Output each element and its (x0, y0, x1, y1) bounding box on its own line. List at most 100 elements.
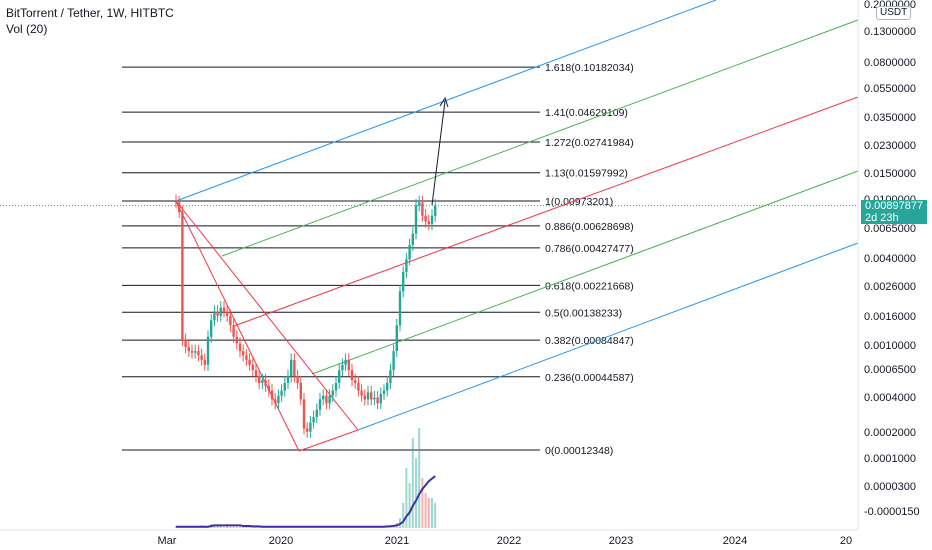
candle-body (184, 340, 187, 348)
fib-level-label: 0.5(0.00138233) (545, 307, 622, 319)
candle-body (283, 382, 286, 391)
candle-body (181, 212, 184, 341)
currency-unit-badge[interactable]: USDT (876, 6, 912, 20)
volume-bar (421, 478, 424, 528)
volume-bar (226, 526, 229, 528)
volume-bar (245, 527, 248, 528)
candle-body (421, 202, 424, 216)
candle-body (261, 380, 264, 383)
candle-body (360, 390, 363, 396)
pitchfork-handle-c (298, 429, 359, 452)
candle-body (302, 399, 306, 429)
volume-bar (424, 493, 427, 528)
candle-body (213, 311, 216, 321)
fib-level-label: 1.618(0.10182034) (545, 62, 634, 74)
volume-bar (402, 503, 405, 528)
volume-bar (434, 503, 437, 528)
candle-body (402, 272, 405, 292)
pitchfork-median-line (233, 96, 859, 327)
volume-bar (219, 526, 222, 528)
candle-body (405, 259, 408, 273)
candle-body (232, 325, 235, 337)
candle-body (245, 355, 248, 360)
candle-body (197, 351, 200, 356)
price-tick-label: 0.0006500 (864, 364, 916, 376)
price-tick-label: 0.0230000 (864, 140, 916, 152)
candle-body (427, 221, 430, 225)
volume-bars (175, 428, 437, 528)
time-axis[interactable]: Mar 2020 2021 2022 2023 2024 20 (158, 535, 853, 547)
price-tick-label: 0.0016000 (864, 311, 916, 323)
candle-body (290, 359, 293, 377)
price-tick-label: 0.0002000 (864, 427, 916, 439)
pitchfork-upper-inner-line (221, 19, 859, 257)
candle-body (398, 291, 402, 326)
candle-body (382, 390, 386, 394)
fib-level-label: 1.41(0.04629109) (545, 107, 628, 119)
candle-body (363, 395, 366, 400)
volume-bar (248, 527, 251, 528)
candle-body (216, 311, 219, 316)
volume-bar (229, 527, 232, 528)
candle-body (331, 390, 334, 396)
volume-bar (223, 527, 225, 528)
price-tick-label: 0.0001000 (864, 453, 916, 465)
volume-bar (418, 428, 421, 528)
volume-bar (427, 498, 430, 528)
price-axis[interactable]: 0.2000000 0.1300000 0.0800000 0.0550000 0.03… (864, 0, 920, 518)
candle-body (299, 382, 302, 400)
volume-ma-line (176, 475, 436, 528)
price-tick-label: 0.0150000 (864, 168, 916, 180)
candle-body (354, 380, 357, 383)
candle-body (254, 370, 258, 377)
candle-body (309, 422, 312, 432)
candle-body (392, 351, 395, 371)
fib-level-label: 0.236(0.00044587) (545, 372, 634, 384)
candle-body (267, 385, 270, 391)
time-tick-label: 2020 (269, 535, 293, 547)
candle-body (264, 380, 267, 386)
pitchfork-lower-inner-line (311, 170, 859, 375)
price-tick-label: 0.0800000 (864, 57, 916, 69)
candle-body (434, 205, 437, 216)
candle-body (306, 428, 309, 432)
candle-body (334, 382, 338, 391)
volume-indicator-label[interactable]: Vol (20) (6, 22, 48, 36)
candle-body (341, 364, 344, 371)
candle-body (222, 307, 226, 312)
candle-body (328, 395, 331, 404)
candle-body (200, 355, 203, 360)
target-arrowhead (439, 96, 449, 108)
volume-bar (405, 468, 408, 528)
volume-bar (213, 526, 216, 528)
candle-body (203, 359, 206, 365)
pitchfork-lower-line (357, 242, 859, 431)
candle-body (270, 390, 274, 400)
candle-body (424, 215, 427, 222)
candle-body (414, 205, 418, 234)
candle-body (235, 336, 238, 344)
candle-body (366, 392, 370, 400)
candle-body (242, 351, 245, 356)
candle-body (411, 233, 414, 245)
candle-body (210, 320, 213, 337)
candle-body (418, 202, 421, 206)
chart-title: BitTorrent / Tether, 1W, HITBTC (6, 6, 174, 20)
fib-level-label: 1.13(0.01597992) (545, 168, 628, 180)
price-tick-label: 0.0010000 (864, 340, 916, 352)
candle-body (430, 215, 434, 225)
volume-bar (242, 527, 245, 528)
candle-body (322, 395, 325, 400)
candle-body (296, 376, 299, 383)
fib-level-label: 0.786(0.00427477) (545, 243, 634, 255)
volume-bar (251, 527, 254, 528)
time-tick-label: Mar (158, 535, 177, 547)
time-tick-label: 2021 (385, 535, 409, 547)
volume-bar (258, 527, 261, 528)
candle-body (373, 397, 376, 400)
fibonacci-retracement[interactable] (122, 66, 540, 451)
candle-body (277, 395, 280, 404)
price-tick-label: 0.0026000 (864, 281, 916, 293)
time-tick-label: 20 (840, 535, 852, 547)
